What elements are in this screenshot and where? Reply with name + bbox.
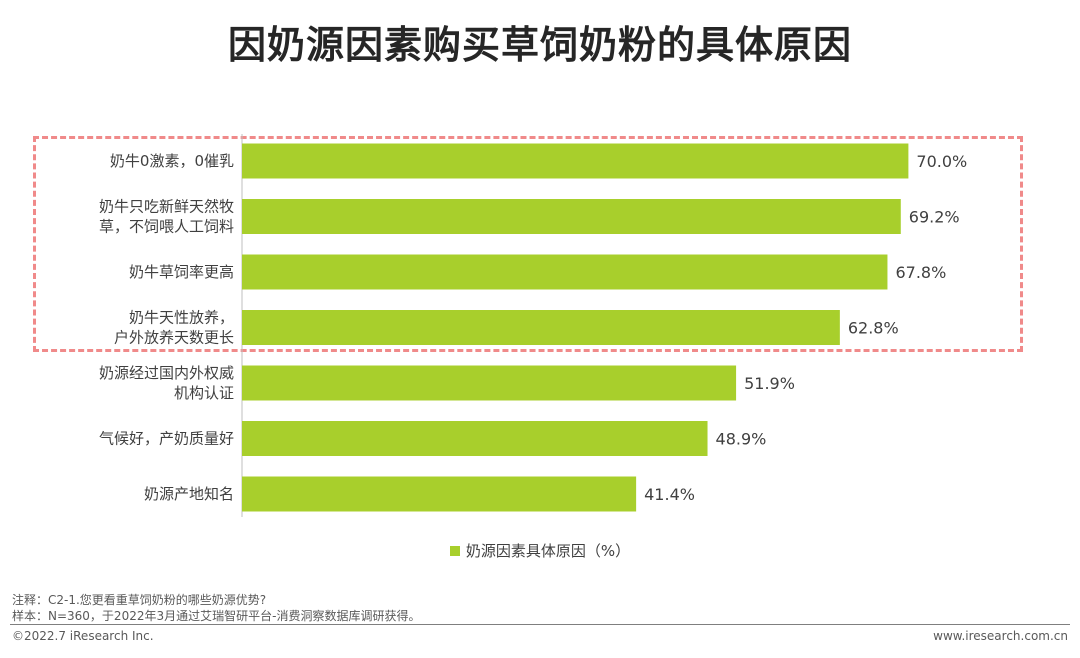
bar <box>242 476 637 512</box>
bar <box>242 421 708 456</box>
category-label: 奶牛草饲率更高 <box>129 263 234 281</box>
category-label: 气候好，产奶质量好 <box>99 430 234 448</box>
bar-value-label: 69.2% <box>909 208 960 227</box>
category-label: 户外放养天数更长 <box>114 329 234 347</box>
legend: 奶源因素具体原因（%） <box>0 540 1080 561</box>
bar-value-label: 67.8% <box>895 263 946 282</box>
bar <box>242 365 737 401</box>
bar-value-label: 62.8% <box>848 319 899 338</box>
legend-swatch <box>449 545 460 556</box>
bar <box>242 199 901 234</box>
footer-website: www.iresearch.com.cn <box>933 629 1068 643</box>
category-label: 奶源经过国内外权威 <box>99 364 234 382</box>
bar <box>242 143 909 179</box>
chart-title: 因奶源因素购买草饲奶粉的具体原因 <box>227 23 852 67</box>
footer-divider <box>10 624 1070 625</box>
bar-value-label: 51.9% <box>744 374 795 393</box>
category-label: 奶牛0激素，0催乳 <box>110 152 234 170</box>
bar-value-label: 48.9% <box>716 430 767 449</box>
category-label: 奶牛只吃新鲜天然牧 <box>99 198 234 216</box>
footer-copyright: ©2022.7 iResearch Inc. <box>12 629 154 643</box>
category-label: 草，不饲喂人工饲料 <box>99 218 234 236</box>
category-label: 奶牛天性放养， <box>129 309 234 327</box>
category-label: 机构认证 <box>174 384 234 402</box>
legend-label: 奶源因素具体原因（%） <box>465 542 631 560</box>
bar <box>242 254 888 290</box>
bar <box>242 310 840 345</box>
highlight-dashed-box <box>33 136 1023 352</box>
category-label: 奶源产地知名 <box>144 485 234 503</box>
note-question: 注释：C2-1.您更看重草饲奶粉的哪些奶源优势? <box>12 593 267 607</box>
bar-value-label: 41.4% <box>644 485 695 504</box>
note-sample: 样本：N=360，于2022年3月通过艾瑞智研平台-消费洞察数据库调研获得。 <box>12 609 421 623</box>
bar-value-label: 70.0% <box>916 152 967 171</box>
